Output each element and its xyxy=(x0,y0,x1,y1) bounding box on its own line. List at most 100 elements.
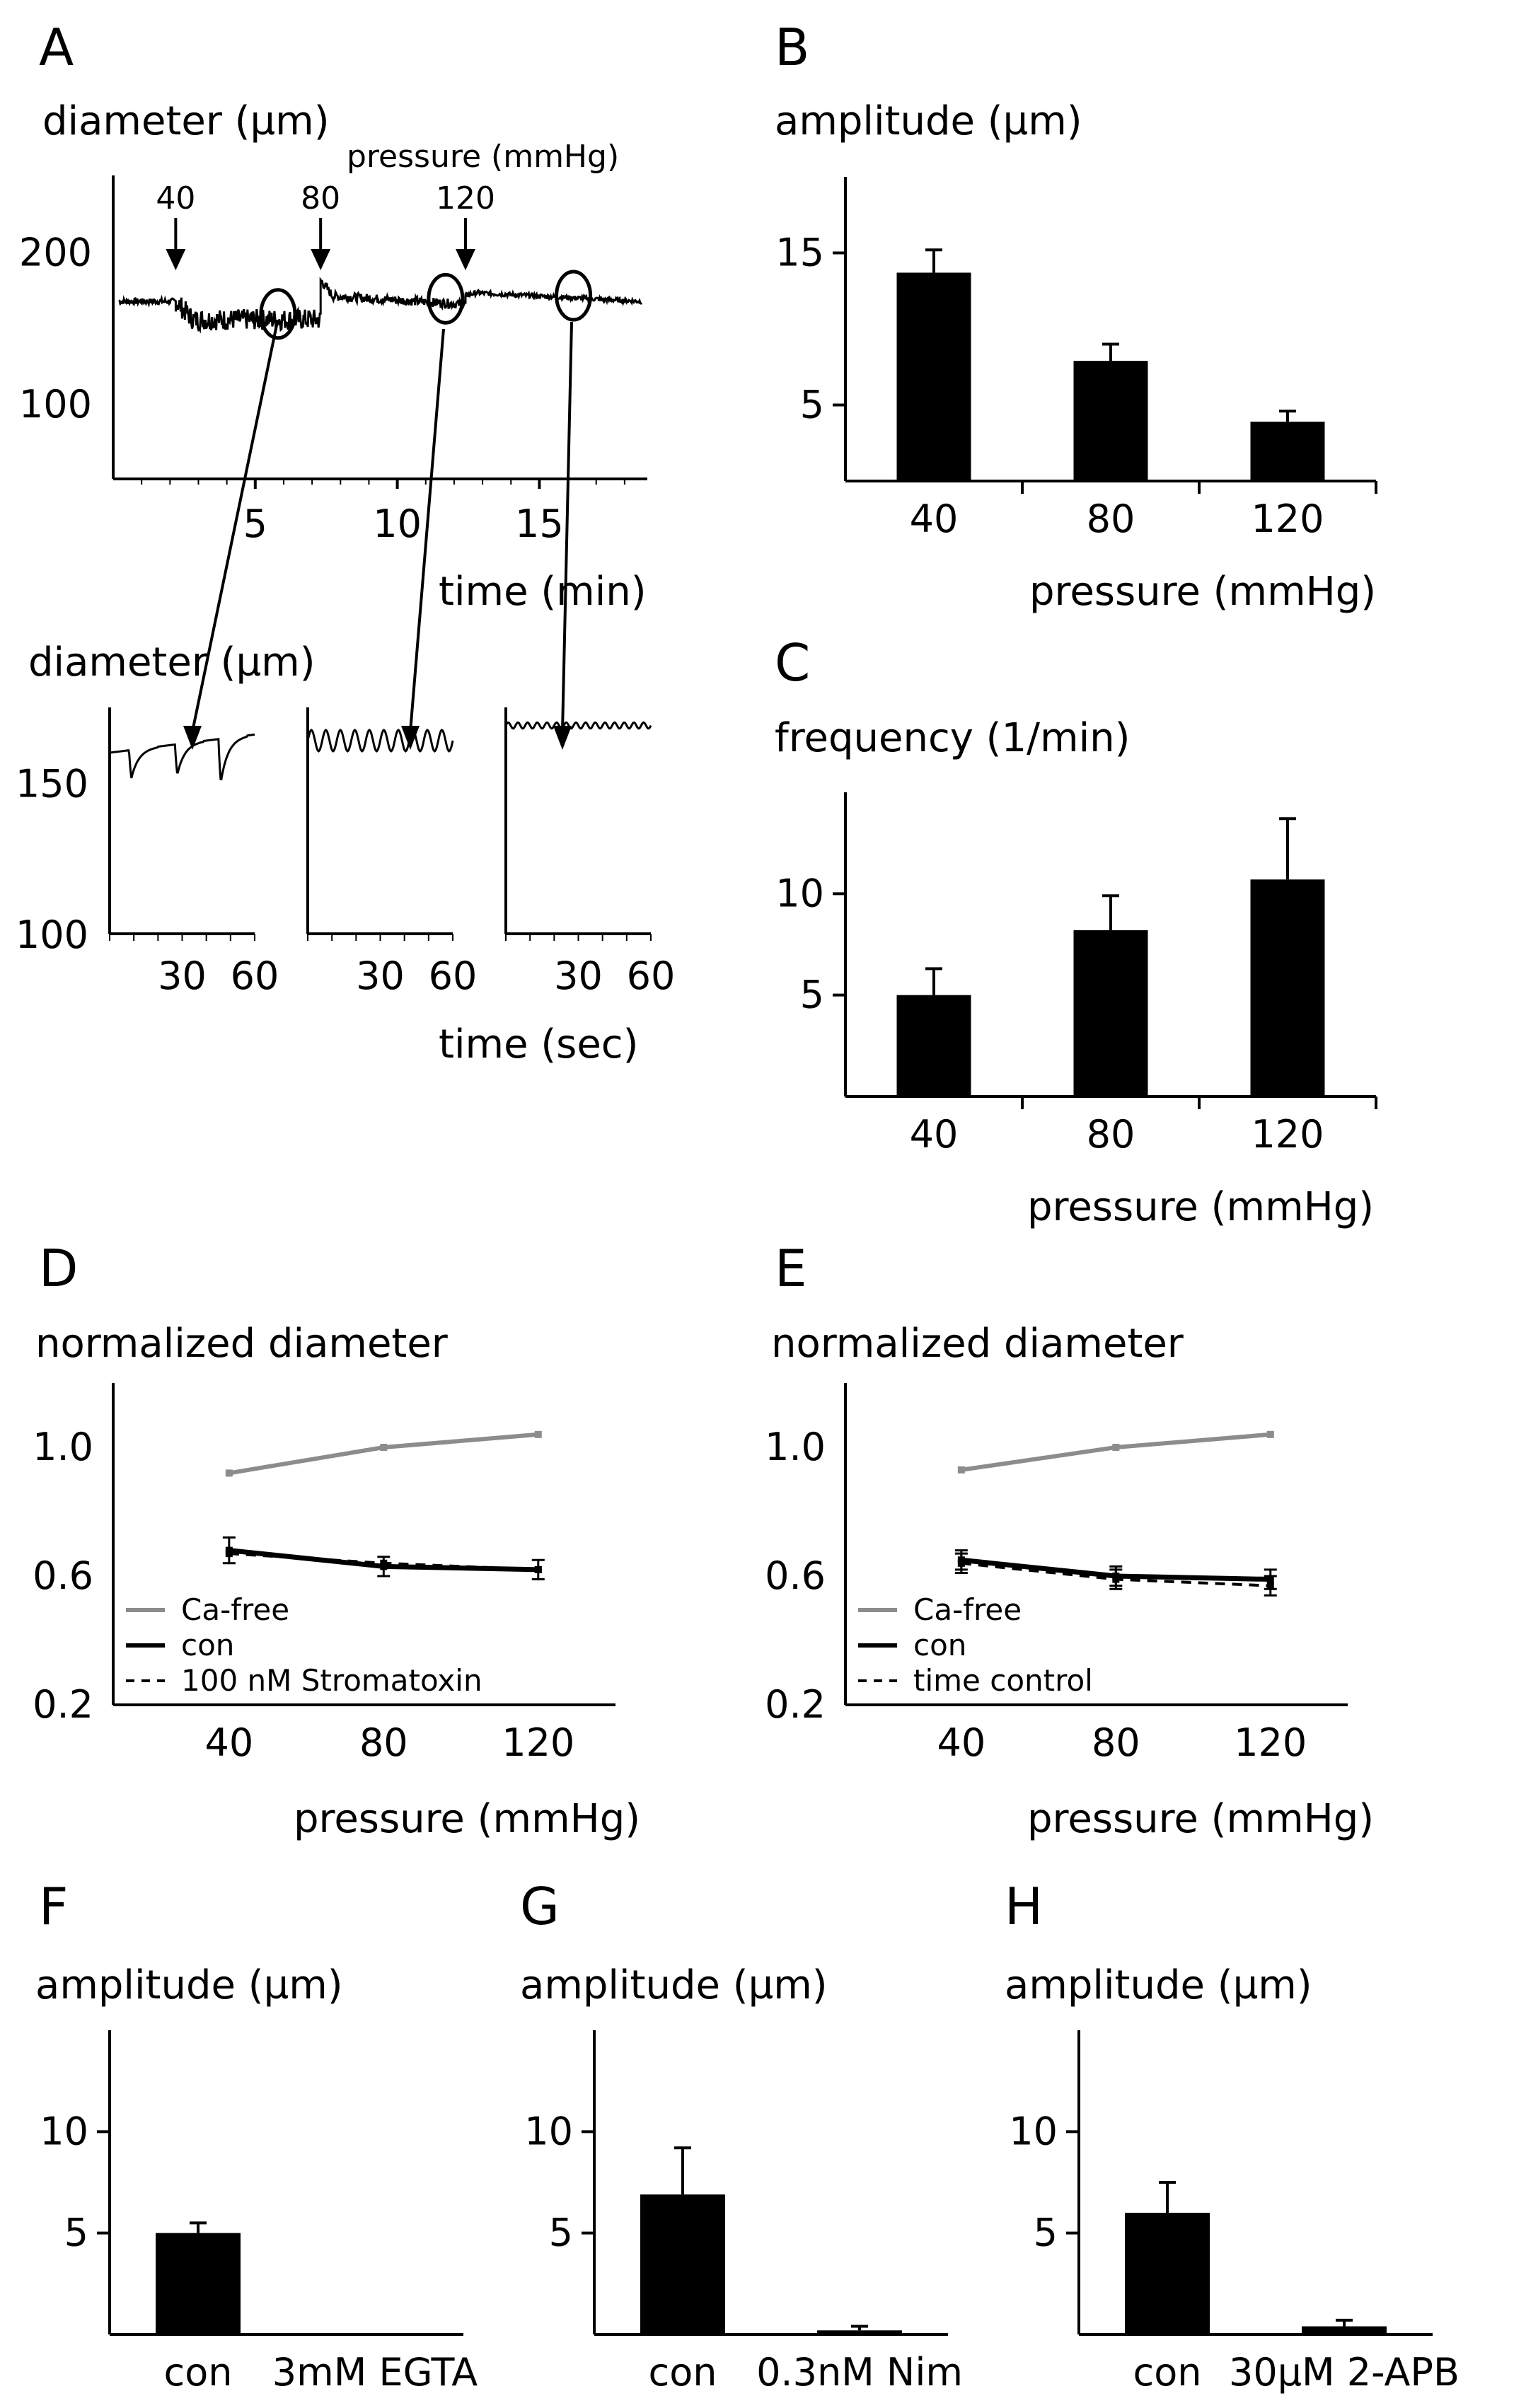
panel-e-title: normalized diameter xyxy=(771,1321,1184,1367)
E-plot-y-tick-label: 0.2 xyxy=(765,1682,826,1727)
panel-c-plot: 40 80 120 10 5 xyxy=(775,792,1377,1157)
panel-a-zoom-circle xyxy=(259,288,297,340)
E-plot-y-tick-label: 1.0 xyxy=(765,1425,826,1469)
panel-a-ticks: 5 10 15 100 200 xyxy=(19,230,625,546)
panel-a-inset-x-tick-label: 60 xyxy=(627,954,676,998)
D-plot-x-tick-label: 40 xyxy=(204,1720,253,1765)
panel-a-annotations: 40 80 120 xyxy=(156,180,593,340)
panel-a-inset-x-tick-label: 30 xyxy=(158,954,207,998)
panel-f-title: amplitude (µm) xyxy=(35,1962,343,2008)
C-plot-category-label: 80 xyxy=(1087,1112,1135,1157)
panel-label-b: B xyxy=(775,18,809,77)
panel-label-d: D xyxy=(39,1239,78,1298)
G-plot-category-label: con xyxy=(649,2350,717,2395)
panel-a-inset-ylabel: diameter (µm) xyxy=(28,639,316,685)
panel-a-inset-x-tick-label: 30 xyxy=(356,954,405,998)
H-plot-y-tick-label: 5 xyxy=(1034,2211,1058,2255)
panel-a-inset-trace xyxy=(504,721,652,730)
panel-label-e: E xyxy=(775,1239,807,1298)
E-plot-data-point xyxy=(1266,1430,1274,1438)
panel-a-pressure-title: pressure (mmHg) xyxy=(347,139,619,175)
panel-a-zoom-arrowhead xyxy=(553,726,572,750)
panel-a-zoom-arrow xyxy=(191,321,279,732)
B-plot-y-tick-label: 5 xyxy=(800,383,824,427)
D-plot-legend-label: con xyxy=(181,1628,234,1662)
panel-c: C frequency (1/min) 40 80 120 10 5 pressure … xyxy=(775,633,1377,1230)
panel-b: B amplitude (µm) 40 80 120 15 5 pressure (mm… xyxy=(775,18,1377,615)
D-plot-data-point xyxy=(225,1469,233,1477)
H-plot-category-label: 30µM 2-APB xyxy=(1229,2350,1459,2395)
panel-a-y-tick-label: 200 xyxy=(19,230,92,274)
panel-g: G amplitude (µm) con 0.3nM Nim 10 5 xyxy=(520,1877,963,2395)
D-plot-data-point xyxy=(225,1550,233,1558)
panel-a-pressure-arrowhead xyxy=(455,249,475,270)
panel-a-zoom-arrowhead xyxy=(401,726,420,750)
panel-d-xlabel: pressure (mmHg) xyxy=(294,1796,640,1842)
C-plot-bar xyxy=(1250,879,1325,1096)
panel-a-inset-trace xyxy=(306,729,454,753)
panel-a-inset-y-tick-label: 100 xyxy=(16,913,88,957)
B-plot-category-label: 80 xyxy=(1087,497,1135,541)
panel-label-f: F xyxy=(39,1877,68,1936)
panel-b-plot: 40 80 120 15 5 xyxy=(775,177,1377,541)
panel-a-trace xyxy=(118,277,643,334)
panel-a-pressure-label: 80 xyxy=(301,180,340,216)
F-plot-y-tick-label: 5 xyxy=(64,2211,88,2255)
panel-label-c: C xyxy=(775,633,810,693)
H-plot-y-tick-label: 10 xyxy=(1009,2109,1058,2153)
panel-a-zoom-arrowhead xyxy=(183,726,202,750)
D-plot-data-point xyxy=(380,1559,388,1567)
B-plot-category-label: 120 xyxy=(1251,497,1324,541)
panel-a-ylabel: diameter (µm) xyxy=(42,98,330,144)
panel-a-zoom-arrow xyxy=(561,321,573,732)
D-plot-data-point xyxy=(534,1430,542,1438)
panel-c-title: frequency (1/min) xyxy=(775,715,1130,761)
G-plot-bar xyxy=(640,2194,725,2334)
panel-d-title: normalized diameter xyxy=(35,1321,449,1367)
panel-a: A diameter (µm) pressure (mmHg) 40 80 120 … xyxy=(16,18,675,1067)
D-plot-legend-label: Ca-free xyxy=(181,1592,289,1627)
panel-c-xlabel: pressure (mmHg) xyxy=(1027,1184,1374,1230)
C-plot-bar xyxy=(1073,930,1148,1096)
panel-f-plot: con 3mM EGTA 10 5 xyxy=(40,2030,478,2395)
D-plot-y-tick-label: 0.2 xyxy=(33,1682,93,1727)
E-plot-x-tick-label: 40 xyxy=(937,1720,985,1765)
D-plot-y-tick-label: 0.6 xyxy=(33,1553,93,1598)
panel-a-pressure-label: 120 xyxy=(436,180,495,216)
C-plot-category-label: 120 xyxy=(1251,1112,1324,1157)
E-plot-data-point xyxy=(1112,1444,1120,1451)
B-plot-bar xyxy=(1073,361,1148,481)
panel-b-title: amplitude (µm) xyxy=(775,98,1082,144)
H-plot-bar xyxy=(1302,2326,1387,2334)
F-plot-category-label: 3mM EGTA xyxy=(272,2350,478,2395)
D-plot-y-tick-label: 1.0 xyxy=(33,1425,93,1469)
panel-a-zoom-circle xyxy=(427,272,465,325)
panel-a-axes xyxy=(112,175,647,480)
E-plot-legend-label: Ca-free xyxy=(913,1592,1022,1627)
G-plot-y-tick-label: 10 xyxy=(524,2109,573,2153)
panel-h: H amplitude (µm) con 30µM 2-APB 10 5 xyxy=(1005,1877,1459,2395)
E-plot-x-tick-label: 80 xyxy=(1092,1720,1140,1765)
C-plot-y-tick-label: 10 xyxy=(775,871,824,915)
panel-label-h: H xyxy=(1005,1877,1043,1936)
panel-a-insets: 150 100 30 60 30 60 30 60 xyxy=(16,707,675,998)
D-plot-series-line xyxy=(229,1432,539,1476)
panel-a-inset-y-tick-label: 150 xyxy=(16,762,88,806)
panel-a-inset-x-tick-label: 60 xyxy=(429,954,478,998)
G-plot-bar xyxy=(817,2330,902,2334)
panel-a-x-tick-label: 5 xyxy=(243,502,267,546)
panel-label-g: G xyxy=(520,1877,560,1936)
panel-a-inset-trace xyxy=(109,733,255,781)
E-plot-y-tick-label: 0.6 xyxy=(765,1553,826,1598)
E-plot-x-tick-label: 120 xyxy=(1234,1720,1307,1765)
panel-a-inset-xlabel: time (sec) xyxy=(439,1021,638,1067)
panel-a-x-tick-label: 10 xyxy=(373,502,422,546)
D-plot-legend-label: 100 nM Stromatoxin xyxy=(181,1663,482,1698)
panel-a-zoom-arrows xyxy=(183,321,573,750)
F-plot-category-label: con xyxy=(164,2350,233,2395)
panel-a-xlabel: time (min) xyxy=(439,569,647,615)
B-plot-y-tick-label: 15 xyxy=(775,231,824,275)
